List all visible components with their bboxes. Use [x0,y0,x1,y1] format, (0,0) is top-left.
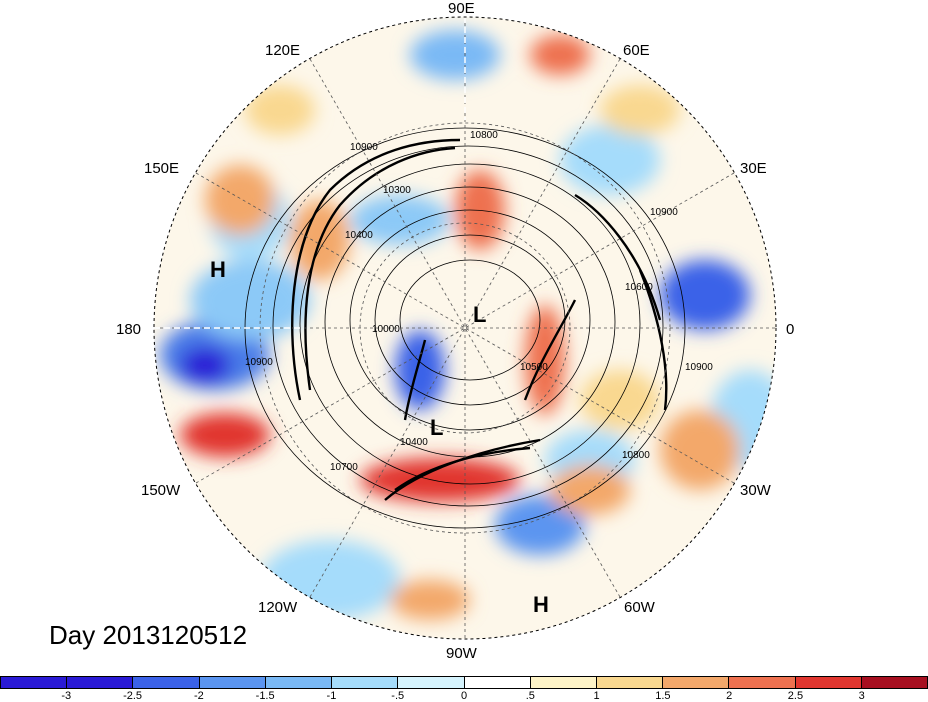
lon-label-60e: 60E [623,42,650,59]
lon-label-120e: 120E [265,42,300,59]
map-boundary [153,16,777,640]
colorbar-tick-label: 1.5 [655,690,671,702]
colorbar-tick-label: -1.5 [255,690,275,702]
contour-label: 10900 [685,362,713,373]
anomaly-field [154,17,776,639]
low-pressure-marker: L [473,302,486,327]
contour-label: 10900 [245,357,273,368]
lon-label-150e: 150E [144,160,179,177]
colorbar-swatch [1,677,68,688]
colorbar-swatches [0,676,928,689]
colorbar-swatch [398,677,465,688]
low-pressure-marker: L [430,415,443,440]
lon-label-90w: 90W [446,645,478,662]
dateline-meridians [154,17,466,329]
colorbar-swatch [464,677,531,688]
colorbar-swatch [596,677,664,688]
contour-label: 10700 [330,462,358,473]
colorbar-tick-label: -2 [193,690,204,702]
lon-label-120w: 120W [258,599,298,616]
colorbar-swatch [133,677,200,688]
contour-label: 10400 [345,230,373,241]
high-pressure-marker: H [533,592,549,617]
colorbar-tick-label: 2 [726,690,733,702]
pressure-systems: H L L H [210,257,549,617]
lon-label-180: 180 [116,321,141,338]
jet-contours [291,138,668,501]
colorbar-tick-label: -3 [61,690,72,702]
polar-map: 10900 10800 10300 10400 10000 10500 1060… [116,0,794,662]
colorbar: -3 -2.5 -2 -1.5 -1 -.5 0 .5 1 1.5 2 2.5 3 [0,676,928,702]
colorbar-swatch [663,677,730,688]
colorbar-swatch [530,677,597,688]
lon-label-90e: 90E [448,0,475,17]
contour-label: 10400 [400,437,428,448]
colorbar-swatch [729,677,796,688]
colorbar-swatch [795,677,862,688]
colorbar-tick-label: -1 [326,690,337,702]
contour-label: 10000 [372,324,400,335]
contour-label: 10600 [625,282,653,293]
lon-label-150w: 150W [141,482,181,499]
colorbar-swatch [199,677,266,688]
colorbar-swatch [67,677,134,688]
colorbar-tick-label: .5 [525,690,535,702]
colorbar-swatch [861,677,928,688]
colorbar-tick-label: -.5 [391,690,405,702]
colorbar-swatch [265,677,333,688]
contour-label: 10500 [520,362,548,373]
day-title: Day 2013120512 [49,620,248,650]
contour-labels: 10900 10800 10300 10400 10000 10500 1060… [245,130,713,473]
high-pressure-marker: H [210,257,226,282]
colorbar-tick-label: 1 [593,690,600,702]
colorbar-swatch [332,677,399,688]
colorbar-tick-label: 0 [460,690,468,702]
contour-label: 10900 [350,142,378,153]
lon-label-0: 0 [786,321,794,338]
lon-label-60w: 60W [624,599,656,616]
longitude-labels: 90E 60E 30E 0 30W 60W 90W 120W 150W 180 … [116,0,794,662]
colorbar-tick-label: -2.5 [123,690,143,702]
contour-label: 10900 [650,207,678,218]
colorbar-tick-label: 2.5 [787,690,804,702]
contour-label: 10800 [470,130,498,141]
colorbar-tick-label: 3 [858,690,865,702]
lon-label-30w: 30W [740,482,772,499]
lon-label-30e: 30E [740,160,767,177]
contour-label: 10800 [622,450,650,461]
contour-label: 10300 [383,185,411,196]
